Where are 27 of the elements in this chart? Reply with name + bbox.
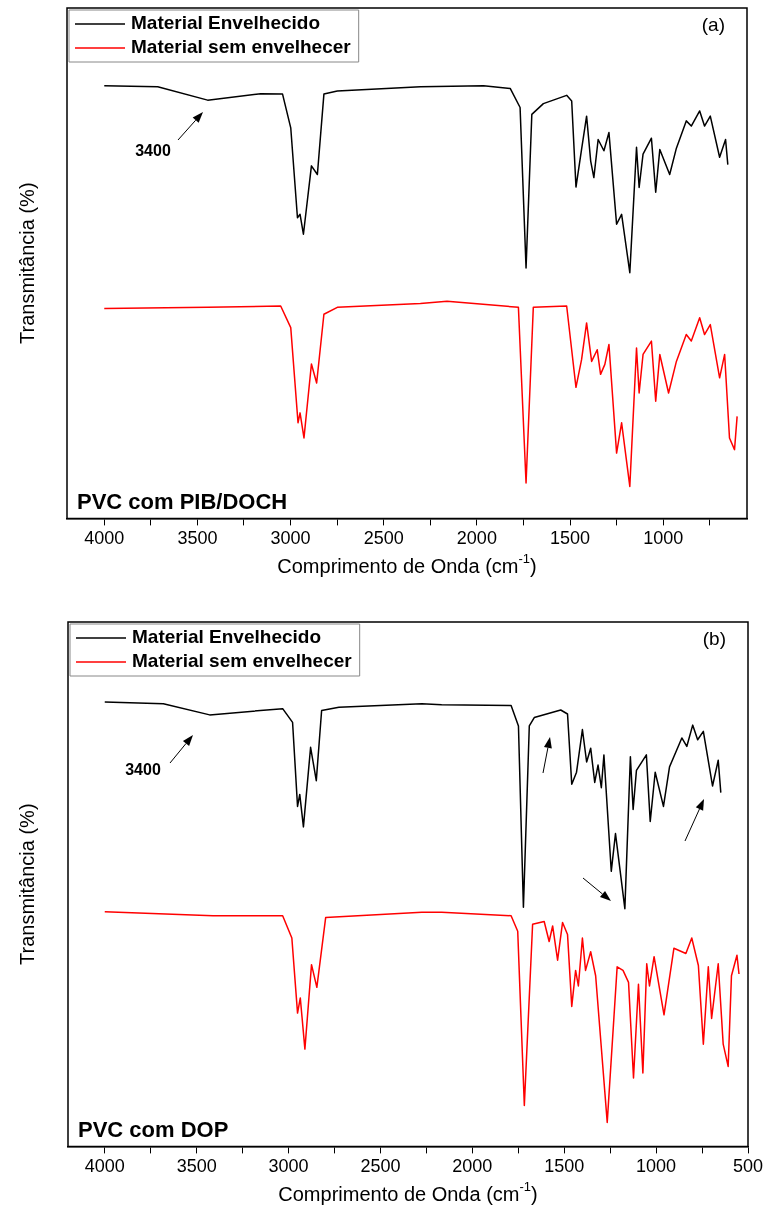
x-tick-label: 3500	[177, 528, 218, 549]
x-tick-label: 500	[732, 1156, 764, 1177]
x-tick-label: 4000	[84, 528, 125, 549]
x-tick-label: 3000	[268, 1156, 309, 1177]
x-tick-label: 3000	[270, 528, 311, 549]
x-tick-label: 4000	[84, 1156, 125, 1177]
x-tick-label: 2000	[456, 528, 497, 549]
y-axis-title: Transmitância (%)	[15, 182, 38, 344]
text: (a)	[701, 13, 725, 35]
legend-label: Material Envelhecido	[131, 12, 321, 34]
annotation: 3400	[125, 761, 161, 779]
x-tick-label: 1000	[643, 528, 684, 549]
x-tick-label: 1500	[549, 528, 591, 549]
legend-label: Material sem envelhecer	[131, 36, 352, 58]
x-tick-label: 2500	[363, 528, 404, 549]
annotation: PVC com DOP	[78, 1117, 229, 1143]
annotation: 3400	[135, 142, 171, 160]
x-tick-label: 1000	[636, 1156, 677, 1177]
y-axis-title: Transmitância (%)	[15, 803, 38, 965]
x-tick-label: 3500	[176, 1156, 217, 1177]
annotation: PVC com PIB/DOCH	[77, 489, 288, 515]
legend-label: Material Envelhecido	[132, 626, 322, 648]
x-tick-label: 1500	[544, 1156, 585, 1177]
text: (b)	[702, 627, 726, 649]
x-tick-label: 2500	[360, 1156, 401, 1177]
legend-label: Material sem envelhecer	[132, 650, 353, 672]
x-tick-label: 2000	[452, 1156, 493, 1177]
